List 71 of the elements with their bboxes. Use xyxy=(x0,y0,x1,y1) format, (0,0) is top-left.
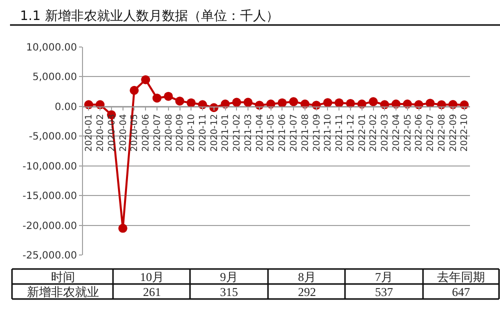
x-tick-label: 2021-11 xyxy=(335,114,346,152)
point xyxy=(186,98,196,108)
y-tick-label: 5,000.00 xyxy=(32,72,77,84)
point xyxy=(346,98,355,108)
x-tick-label: 2020-06 xyxy=(142,114,152,152)
text: 292 xyxy=(298,285,316,299)
text: 8月 xyxy=(298,270,316,284)
x-tick-label: 2021-05 xyxy=(266,114,277,152)
x-tick-label: 2022-08 xyxy=(437,114,448,152)
x-tick-label: 2020-08 xyxy=(164,114,174,152)
text: 537 xyxy=(375,285,393,299)
x-tick-label: 2020-09 xyxy=(176,114,186,152)
x-tick-label: 2020-07 xyxy=(152,114,163,152)
point xyxy=(130,86,139,95)
x-tick-label: 2021-04 xyxy=(255,114,266,152)
x-tick-label: 2021-03 xyxy=(244,114,254,152)
x-tick-label: 2020-03 xyxy=(107,114,118,152)
x-tick-label: 2022-06 xyxy=(414,114,425,152)
x-tick-label: 2021-07 xyxy=(289,114,300,152)
point xyxy=(334,98,344,108)
text: 315 xyxy=(220,285,238,299)
x-tick-label: 2020-12 xyxy=(210,114,220,152)
y-tick-label: 0.00 xyxy=(54,102,77,113)
y-tick-label: 10,000.00 xyxy=(26,42,77,54)
text: 7月 xyxy=(375,270,393,284)
x-tick-label: 2020-01 xyxy=(84,114,95,152)
point xyxy=(278,98,287,108)
point xyxy=(141,75,150,84)
point xyxy=(152,94,162,103)
x-tick-label: 2022-02 xyxy=(369,114,380,152)
x-tick-label: 2021-02 xyxy=(232,114,243,152)
point xyxy=(244,98,253,107)
y-tick-label: -10,000.00 xyxy=(22,161,77,172)
text: 新增非农就业 xyxy=(27,285,99,299)
point xyxy=(232,98,242,107)
text: 261 xyxy=(143,285,161,299)
x-tick-label: 2020-11 xyxy=(198,114,208,152)
text: 647 xyxy=(452,285,470,299)
point xyxy=(118,224,128,233)
point xyxy=(289,97,298,106)
point xyxy=(368,97,378,106)
y-tick-label: -20,000.00 xyxy=(22,220,77,232)
point xyxy=(426,98,435,108)
x-tick-label: 2021-08 xyxy=(300,114,311,152)
text: 9月 xyxy=(220,270,238,284)
x-tick-label: 2020-02 xyxy=(96,114,106,152)
x-tick-label: 2020-04 xyxy=(118,114,129,152)
x-tick-label: 2021-01 xyxy=(221,114,232,152)
x-tick-label: 2022-01 xyxy=(358,114,368,152)
text: 10月 xyxy=(140,270,164,284)
text: 去年同期 xyxy=(437,270,485,284)
point xyxy=(164,92,173,101)
y-tick-label: -25,000.00 xyxy=(22,250,77,262)
x-tick-label: 2022-07 xyxy=(426,114,436,152)
x-tick-label: 2020-05 xyxy=(130,114,140,152)
y-tick-label: -15,000.00 xyxy=(22,191,77,202)
x-tick-label: 2021-09 xyxy=(312,114,322,152)
x-tick-label: 2022-10 xyxy=(460,114,470,152)
x-tick-label: 2022-03 xyxy=(380,114,391,152)
x-tick-label: 2022-09 xyxy=(448,114,459,152)
chart-title: 1.1 新增非农就业人数月数据（单位：千人） xyxy=(20,9,279,24)
text: 时间 xyxy=(51,270,75,284)
x-tick-label: 2020-10 xyxy=(187,114,198,152)
point xyxy=(323,98,332,108)
y-tick-label: -5,000.00 xyxy=(28,132,77,143)
x-tick-label: 2021-12 xyxy=(346,114,356,152)
x-tick-label: 2021-10 xyxy=(324,114,334,152)
x-tick-label: 2021-06 xyxy=(278,114,288,152)
x-tick-label: 2022-05 xyxy=(403,114,414,152)
x-tick-label: 2022-04 xyxy=(392,114,402,152)
point xyxy=(175,96,184,106)
